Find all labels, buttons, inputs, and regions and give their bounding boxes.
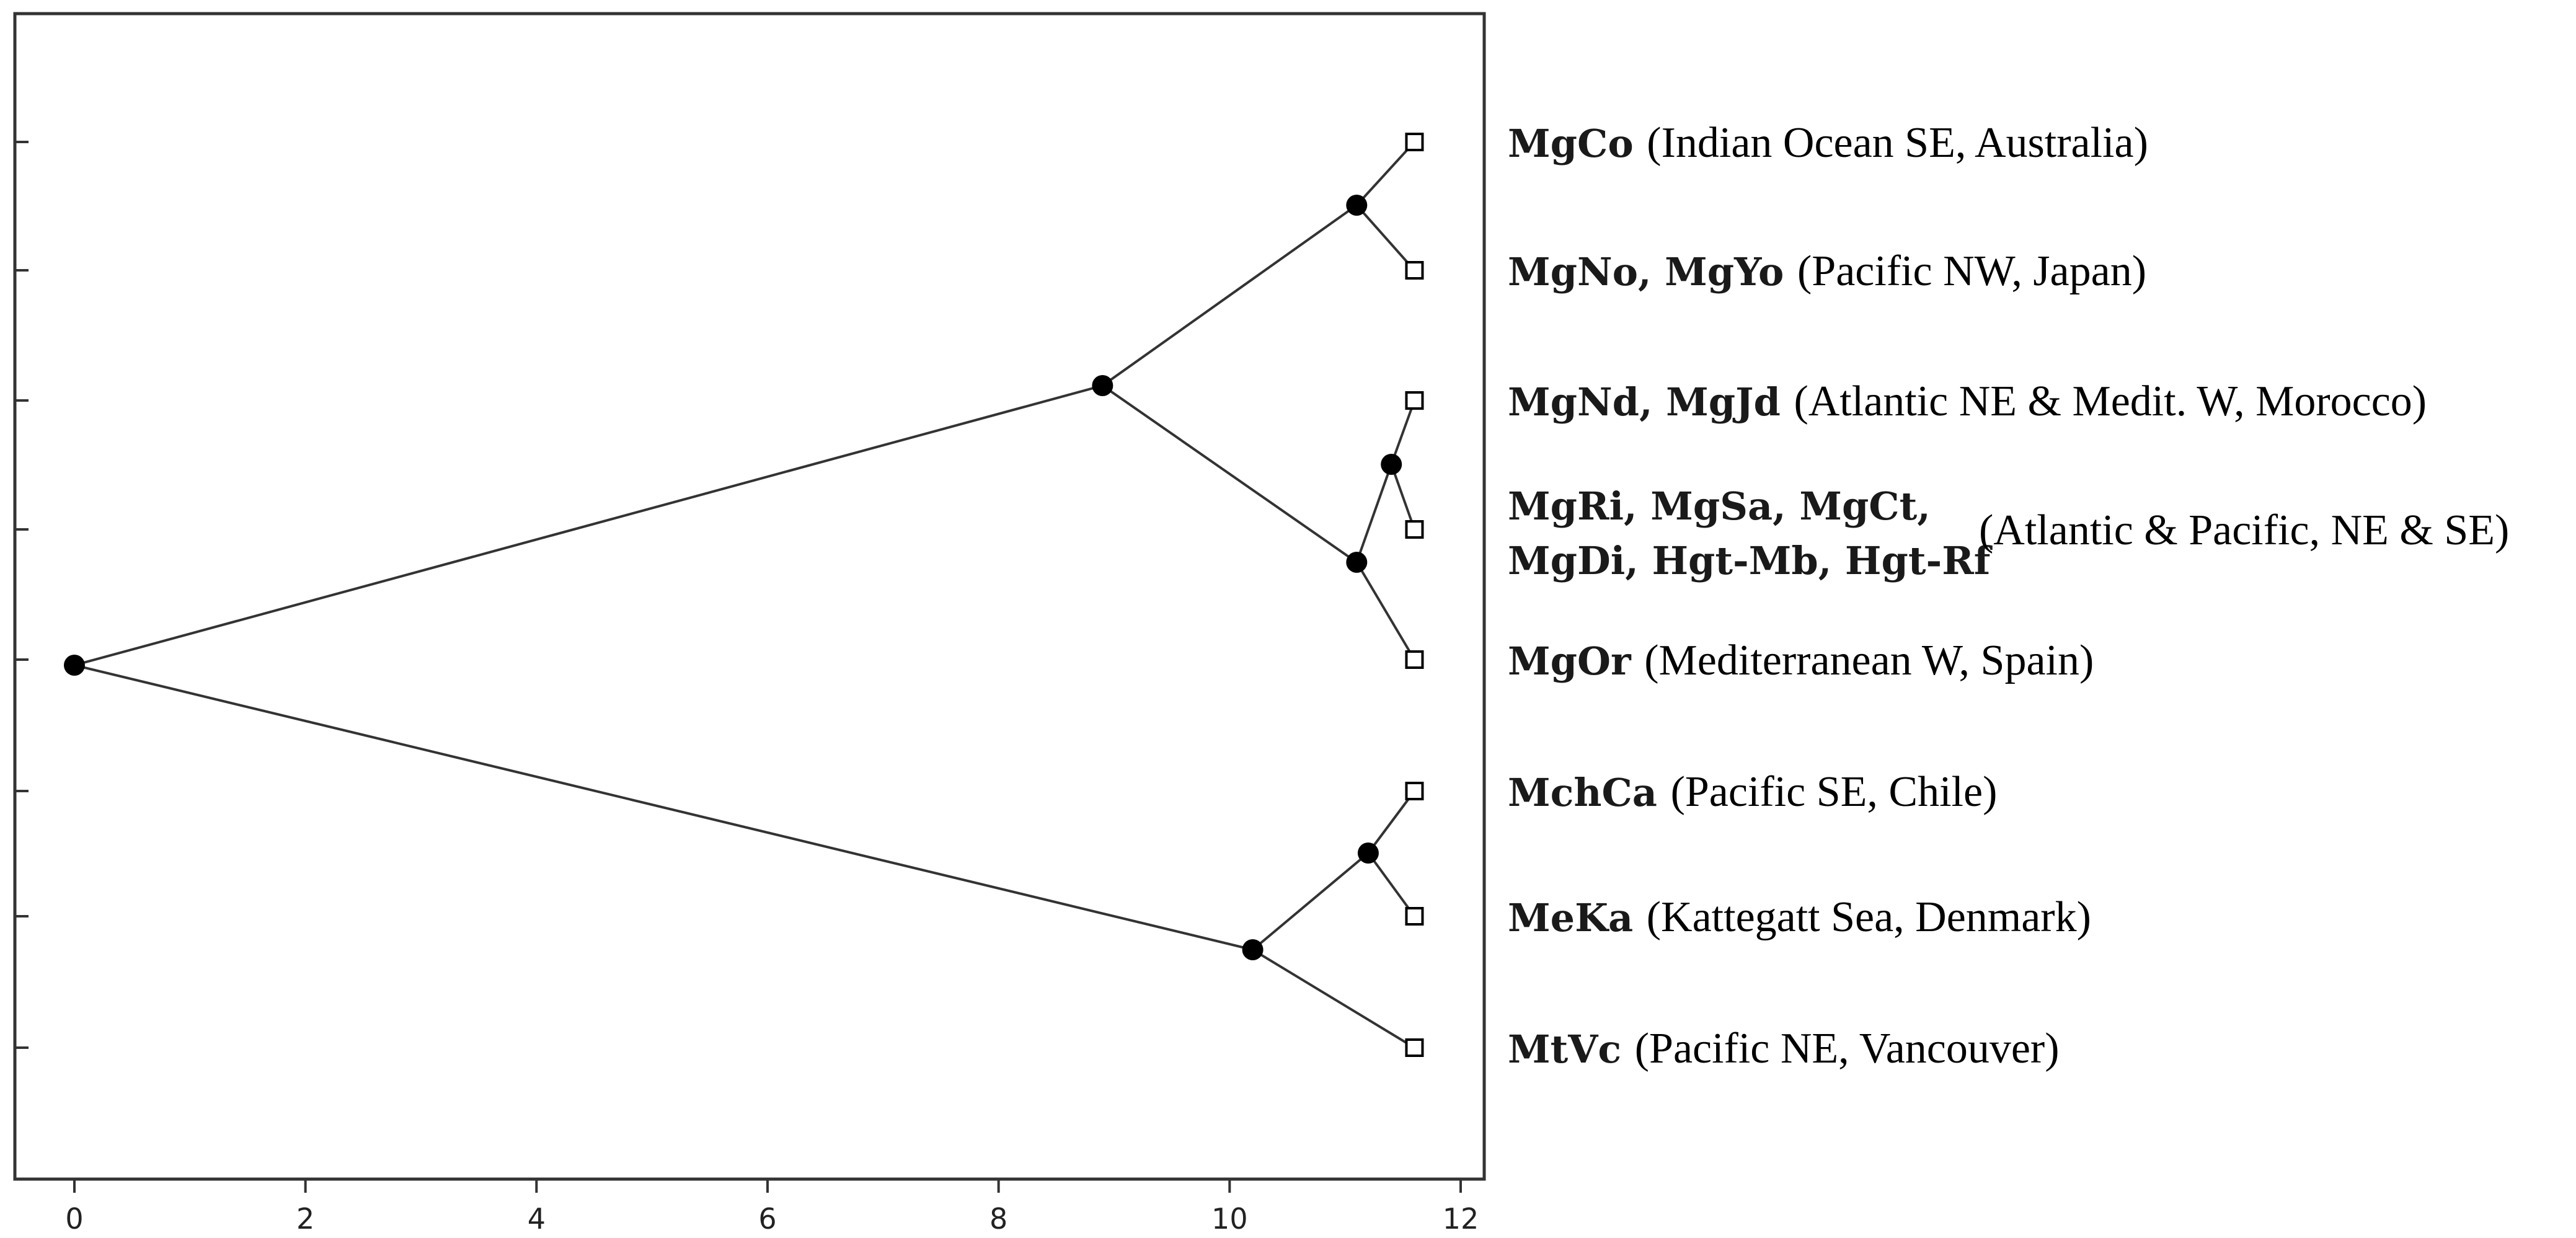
tree-edge xyxy=(1355,561,1416,661)
tree-edge xyxy=(1355,464,1393,563)
isolate-codes: MtVc xyxy=(1508,1027,1635,1072)
x-tick-label: 10 xyxy=(1211,1202,1248,1236)
x-tick-label: 4 xyxy=(528,1202,546,1236)
tree-nodes xyxy=(64,133,1424,1057)
tree-edges xyxy=(74,141,1416,1049)
tree-edge xyxy=(1102,384,1358,564)
leaf-label-8: MtVc (Pacific NE, Vancouver) xyxy=(1508,1025,2060,1072)
tree-edge xyxy=(1252,948,1415,1049)
isolate-location: (Indian Ocean SE, Australia) xyxy=(1647,119,2148,167)
x-tick-label: 0 xyxy=(65,1202,83,1236)
leaf-node xyxy=(1405,391,1424,410)
tree-edge xyxy=(74,664,1254,951)
leaf-node xyxy=(1405,782,1424,800)
leaf-node xyxy=(1405,907,1424,926)
tree-edge xyxy=(1355,204,1415,272)
tree-edge xyxy=(1252,852,1370,951)
isolate-location: (Kattegatt Sea, Denmark) xyxy=(1647,893,2091,941)
leaf-label-2: MgNo, MgYo (Pacific NW, Japan) xyxy=(1508,247,2146,295)
x-tick-label: 12 xyxy=(1443,1202,1479,1236)
tree-edge xyxy=(1367,852,1416,917)
leaf-label-text: MtVc (Pacific NE, Vancouver) xyxy=(1508,1025,2060,1072)
leaf-label-text: MeKa (Kattegatt Sea, Denmark) xyxy=(1508,893,2091,941)
leaf-label-1: MgCo (Indian Ocean SE, Australia) xyxy=(1508,119,2148,167)
isolate-location: (Pacific SE, Chile) xyxy=(1671,768,1998,816)
leaf-node xyxy=(1405,1038,1424,1057)
internal-node xyxy=(1092,375,1113,396)
tree-edge xyxy=(1367,790,1416,854)
isolate-codes: MgOr xyxy=(1508,639,1644,684)
tree-edge xyxy=(74,384,1103,666)
leaf-label-5: MgOr (Mediterranean W, Spain) xyxy=(1508,637,2094,684)
isolate-location: (Pacific NE, Vancouver) xyxy=(1635,1025,2060,1072)
isolate-location: (Pacific NW, Japan) xyxy=(1797,247,2146,295)
leaf-node xyxy=(1405,520,1424,539)
leaf-label-text: MgNo, MgYo (Pacific NW, Japan) xyxy=(1508,247,2146,295)
leaf-node xyxy=(1405,261,1424,280)
leaf-label-7: MeKa (Kattegatt Sea, Denmark) xyxy=(1508,893,2091,941)
x-tick-label: 2 xyxy=(296,1202,314,1236)
leaf-label-6: MchCa (Pacific SE, Chile) xyxy=(1508,768,1997,816)
isolate-codes: MgNo, MgYo xyxy=(1508,249,1797,294)
internal-node xyxy=(64,655,85,676)
tree-edge xyxy=(1102,204,1358,387)
internal-node xyxy=(1346,552,1368,573)
x-tick-label: 8 xyxy=(989,1202,1007,1236)
isolate-codes: MgNd, MgJd xyxy=(1508,379,1794,425)
plot-frame xyxy=(13,12,1486,1181)
leaf-label-text: MgCo (Indian Ocean SE, Australia) xyxy=(1508,119,2148,167)
leaf-label-text: MchCa (Pacific SE, Chile) xyxy=(1508,768,1997,816)
x-axis: 0 2 4 6 8 10 12 xyxy=(15,141,1479,1236)
isolate-codes: MgDi, Hgt-Mb, Hgt-Rf xyxy=(1508,538,1993,583)
isolate-location: (Mediterranean W, Spain) xyxy=(1644,637,2094,684)
leaf-labels: MgCo (Indian Ocean SE, Australia) MgNo, M… xyxy=(1508,119,2509,1072)
isolate-codes: MeKa xyxy=(1508,895,1647,940)
leaf-label-text: MgOr (Mediterranean W, Spain) xyxy=(1508,637,2094,684)
tree-edge xyxy=(1390,464,1416,530)
isolate-location: (Atlantic & Pacific, NE & SE) xyxy=(1979,506,2509,554)
isolate-codes: MgCo xyxy=(1508,121,1647,166)
internal-node xyxy=(1381,454,1402,475)
isolate-location: (Atlantic NE & Medit. W, Morocco) xyxy=(1794,378,2427,425)
leaf-label-3: MgNd, MgJd (Atlantic NE & Medit. W, Moro… xyxy=(1508,378,2427,425)
leaf-node xyxy=(1405,133,1424,151)
tree-edge xyxy=(1390,400,1416,465)
internal-node xyxy=(1357,842,1379,864)
isolate-codes: MgRi, MgSa, MgCt, xyxy=(1508,484,1931,529)
tree-edge xyxy=(1355,141,1415,206)
internal-node xyxy=(1242,939,1264,960)
internal-node xyxy=(1346,195,1368,216)
leaf-label-4: MgRi, MgSa, MgCt, MgDi, Hgt-Mb, Hgt-Rf(At… xyxy=(1508,484,2509,583)
leaf-node xyxy=(1405,650,1424,669)
leaf-label-text: MgNd, MgJd (Atlantic NE & Medit. W, Moro… xyxy=(1508,378,2427,425)
isolate-codes: MchCa xyxy=(1508,770,1671,815)
x-tick-label: 6 xyxy=(758,1202,776,1236)
